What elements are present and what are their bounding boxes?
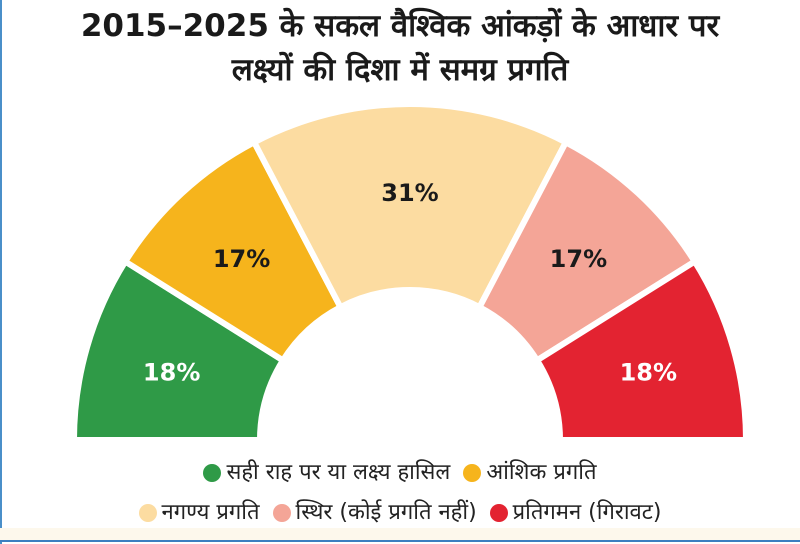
legend-dot	[489, 504, 508, 522]
segment-3	[250, 101, 570, 312]
legend-label: नगण्य प्रगति	[161, 500, 260, 525]
legend-label: आंशिक प्रगति	[486, 460, 597, 485]
data-label-1: 18%	[143, 358, 200, 386]
data-label-5: 18%	[620, 358, 677, 386]
legend-label: प्रतिगमन (गिरावट)	[512, 500, 662, 525]
legend-item: सही राह पर या लक्ष्य हासिल	[203, 458, 450, 488]
legend-dot	[138, 504, 157, 522]
legend-item: स्थिर (कोई प्रगति नहीं)	[272, 498, 477, 528]
legend-dot	[272, 504, 291, 522]
legend-item: आंशिक प्रगति	[463, 458, 597, 488]
data-label-3: 31%	[381, 179, 438, 207]
segment-5	[532, 257, 750, 443]
legend-dot	[463, 464, 482, 482]
data-label-4: 17%	[550, 245, 607, 273]
bottom-band	[0, 528, 800, 540]
legend-item: प्रतिगमन (गिरावट)	[489, 498, 662, 528]
legend-row-1: सही राह पर या लक्ष्य हासिल आंशिक प्रगति	[0, 458, 800, 491]
title-line-2: लक्ष्यों की दिशा में समग्र प्रगति	[231, 52, 569, 88]
title-line-1: 2015–2025 के सकल वैश्विक आंकड़ों के आधार…	[80, 8, 720, 44]
bottom-border	[0, 540, 800, 542]
left-border	[0, 0, 2, 544]
chart-title: 2015–2025 के सकल वैश्विक आंकड़ों के आधार…	[0, 4, 800, 92]
data-label-2: 17%	[213, 245, 270, 273]
legend-label: स्थिर (कोई प्रगति नहीं)	[295, 500, 477, 525]
legend-item: नगण्य प्रगति	[138, 498, 260, 528]
legend-label: सही राह पर या लक्ष्य हासिल	[226, 460, 451, 485]
legend-dot	[203, 464, 222, 482]
legend-row-2: नगण्य प्रगति स्थिर (कोई प्रगति नहीं) प्र…	[0, 498, 800, 531]
